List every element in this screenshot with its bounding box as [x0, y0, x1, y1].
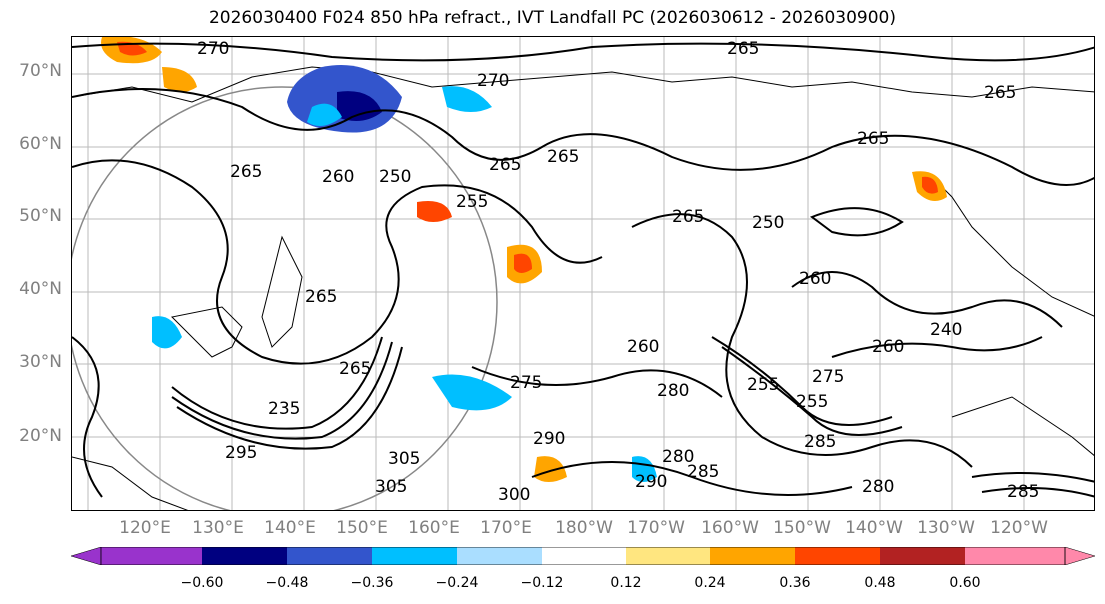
lat-label: 20°N [19, 426, 62, 446]
contour-label: 255 [456, 192, 489, 212]
colorbar-segment [542, 547, 626, 565]
coastlines [72, 66, 1094, 510]
lon-label: 120°E [119, 518, 171, 538]
contour-label: 260 [627, 337, 660, 357]
colorbar-tick: −0.12 [520, 575, 564, 591]
lon-label: 160°W [701, 518, 759, 538]
lat-label: 70°N [19, 61, 62, 81]
contour-label: 280 [662, 447, 695, 467]
colorbar-tick: 0.48 [864, 575, 896, 591]
colorbar-extend-low [71, 547, 102, 565]
lon-label: 150°E [336, 518, 388, 538]
colorbar-segment [880, 547, 965, 565]
contour-label: 290 [533, 429, 566, 449]
colorbar-tick: 0.60 [949, 575, 981, 591]
contour-label: 260 [322, 167, 355, 187]
lon-label: 120°W [990, 518, 1048, 538]
colorbar [71, 547, 1095, 565]
contour-label: 235 [268, 399, 301, 419]
contour-label: 265 [305, 287, 338, 307]
contour-label: 265 [547, 147, 580, 167]
colorbar-tick: −0.36 [350, 575, 394, 591]
lat-label: 40°N [19, 279, 62, 299]
lon-label: 170°E [480, 518, 532, 538]
lat-label: 60°N [19, 134, 62, 154]
contour-label: 285 [687, 462, 720, 482]
contour-label: 305 [375, 477, 408, 497]
lon-label: 170°W [627, 518, 685, 538]
lon-label: 180°W [555, 518, 613, 538]
colorbar-segment [457, 547, 542, 565]
colorbar-tick: −0.24 [435, 575, 479, 591]
contour-label: 250 [752, 213, 785, 233]
contour-label: 300 [498, 485, 531, 505]
graticule [72, 37, 1094, 510]
contour-label: 260 [872, 337, 905, 357]
contour-label: 265 [672, 207, 705, 227]
colorbar-segment [287, 547, 372, 565]
lat-label: 30°N [19, 352, 62, 372]
contour-lines [72, 42, 1094, 498]
colorbar-segment [965, 547, 1065, 565]
contour-label: 250 [379, 167, 412, 187]
contour-label: 265 [339, 359, 372, 379]
map-canvas [72, 37, 1094, 510]
contour-label: 260 [799, 269, 832, 289]
refractivity-shading [101, 37, 947, 482]
colorbar-extend-high [1064, 547, 1095, 565]
colorbar-segment [101, 547, 202, 565]
lon-label: 140°W [845, 518, 903, 538]
contour-label: 295 [225, 443, 258, 463]
contour-label: 275 [510, 373, 543, 393]
colorbar-segment [626, 547, 710, 565]
contour-label: 265 [230, 162, 263, 182]
colorbar-tick: 0.36 [779, 575, 811, 591]
lon-label: 160°E [408, 518, 460, 538]
colorbar-tick: 0.12 [610, 575, 642, 591]
contour-label: 270 [197, 39, 230, 59]
colorbar-segment [795, 547, 880, 565]
colorbar-tick: −0.48 [265, 575, 309, 591]
lon-label: 130°E [192, 518, 244, 538]
colorbar-segment [372, 547, 457, 565]
lon-label: 130°W [917, 518, 975, 538]
contour-label: 285 [1007, 482, 1040, 502]
contour-label: 290 [635, 472, 668, 492]
map-title: 2026030400 F024 850 hPa refract., IVT La… [208, 8, 896, 28]
colorbar-tick: −0.60 [180, 575, 224, 591]
landfall-region-circle [72, 86, 498, 510]
colorbar-segment [710, 547, 795, 565]
contour-label: 275 [812, 367, 845, 387]
lon-label: 150°W [773, 518, 831, 538]
contour-label: 305 [388, 449, 421, 469]
contour-label: 265 [984, 83, 1017, 103]
contour-label: 265 [857, 129, 890, 149]
contour-label: 255 [747, 375, 780, 395]
contour-label: 285 [804, 432, 837, 452]
contour-label: 265 [727, 39, 760, 59]
map-panel: 270 265 270 265 265 265 265 260 250 255 … [71, 36, 1095, 511]
lat-label: 50°N [19, 206, 62, 226]
contour-label: 270 [477, 71, 510, 91]
contour-label: 265 [489, 155, 522, 175]
contour-label: 255 [796, 392, 829, 412]
lon-label: 140°E [264, 518, 316, 538]
contour-label: 280 [657, 381, 690, 401]
colorbar-segment [202, 547, 287, 565]
contour-label: 280 [862, 477, 895, 497]
colorbar-tick: 0.24 [694, 575, 726, 591]
contour-label: 240 [930, 320, 963, 340]
